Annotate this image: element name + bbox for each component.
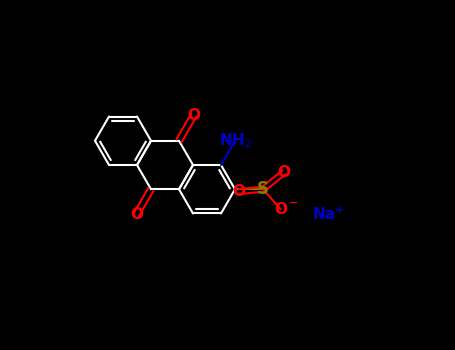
Text: O: O — [233, 184, 246, 199]
Text: −: − — [288, 198, 298, 208]
Text: O: O — [130, 207, 143, 222]
Text: +: + — [335, 205, 344, 215]
Text: Na: Na — [313, 207, 336, 222]
Text: O: O — [274, 202, 287, 217]
Text: O: O — [187, 108, 200, 123]
Text: O: O — [278, 165, 291, 180]
Text: NH$_2$: NH$_2$ — [218, 131, 252, 150]
Text: S: S — [257, 180, 269, 198]
